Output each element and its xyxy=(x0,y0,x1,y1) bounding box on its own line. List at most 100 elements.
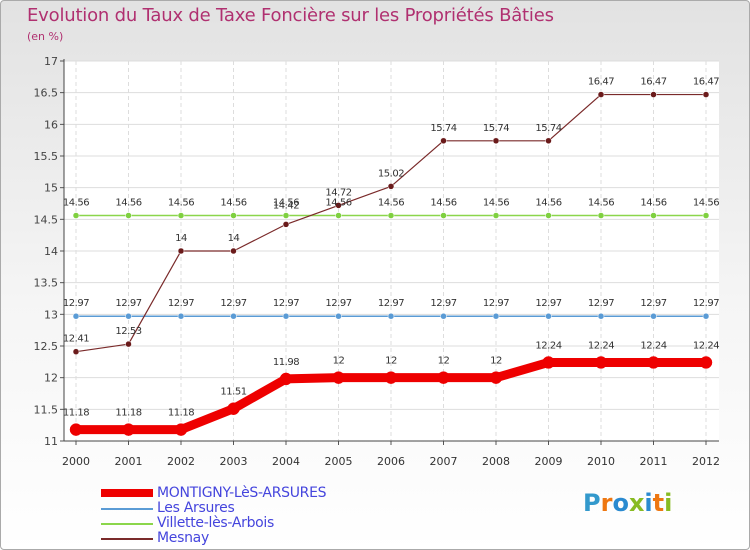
data-point xyxy=(650,91,657,98)
data-point xyxy=(597,312,605,320)
data-label: 12.24 xyxy=(588,340,614,351)
x-tick-label: 2006 xyxy=(377,455,405,468)
data-label: 14.56 xyxy=(535,198,561,209)
data-label: 12 xyxy=(333,356,345,367)
data-point xyxy=(69,423,83,436)
data-label: 11.51 xyxy=(220,387,246,398)
y-tick-label: 15.5 xyxy=(34,150,59,163)
x-tick-label: 2010 xyxy=(587,455,615,468)
y-tick-label: 11 xyxy=(44,435,58,448)
data-label: 11.18 xyxy=(168,408,194,419)
data-label: 14.56 xyxy=(220,198,246,209)
data-point xyxy=(282,212,290,219)
data-point xyxy=(597,91,605,98)
data-point xyxy=(489,371,503,384)
x-tick-label: 2002 xyxy=(167,455,195,468)
data-label: 12.97 xyxy=(588,298,614,309)
data-point xyxy=(335,312,342,320)
x-tick-label: 2005 xyxy=(325,455,353,468)
data-point xyxy=(597,212,605,219)
data-point xyxy=(177,247,185,255)
data-point xyxy=(702,312,710,320)
data-point xyxy=(125,340,132,348)
data-label: 12.97 xyxy=(693,298,719,309)
data-point xyxy=(594,356,608,369)
data-point xyxy=(492,137,500,145)
data-point xyxy=(125,212,132,219)
data-label: 14.56 xyxy=(63,198,89,209)
data-label: 12.97 xyxy=(63,298,89,309)
data-label: 15.74 xyxy=(535,123,561,134)
data-label: 12.97 xyxy=(430,298,456,309)
data-label: 12 xyxy=(490,356,502,367)
data-point xyxy=(125,312,132,320)
data-label: 14 xyxy=(228,233,240,244)
data-label: 15.74 xyxy=(483,123,509,134)
data-label: 14.72 xyxy=(325,187,351,198)
data-label: 14.56 xyxy=(168,198,194,209)
data-point xyxy=(387,212,395,219)
data-point xyxy=(177,212,185,219)
data-point xyxy=(440,212,447,219)
chart-title: Evolution du Taux de Taxe Foncière sur l… xyxy=(27,5,554,26)
data-point xyxy=(72,212,80,219)
data-label: 12 xyxy=(385,356,397,367)
y-axis-unit: (en %) xyxy=(27,30,64,43)
data-label: 12.97 xyxy=(168,298,194,309)
logo-letter: t xyxy=(652,489,665,517)
data-label: 14.56 xyxy=(325,198,351,209)
y-tick-label: 16.5 xyxy=(34,87,59,100)
data-point xyxy=(230,247,237,255)
legend-swatch-les-arsures xyxy=(101,508,153,510)
y-tick-label: 15 xyxy=(44,182,58,195)
data-label: 14.56 xyxy=(430,198,456,209)
data-point xyxy=(650,212,657,219)
data-point xyxy=(440,312,447,320)
data-label: 11.18 xyxy=(63,408,89,419)
data-label: 12.97 xyxy=(483,298,509,309)
data-label: 12.97 xyxy=(378,298,404,309)
data-label: 12 xyxy=(438,356,450,367)
data-point xyxy=(492,312,500,320)
data-label: 12.97 xyxy=(273,298,299,309)
logo-letter: i xyxy=(664,489,673,517)
data-label: 16.47 xyxy=(588,77,614,88)
y-tick-label: 14.5 xyxy=(34,213,59,226)
data-point xyxy=(332,371,345,384)
data-point xyxy=(230,212,237,219)
legend-swatch-mesnay xyxy=(101,538,153,540)
data-point xyxy=(437,371,450,384)
data-label: 16.47 xyxy=(693,77,719,88)
legend-swatch-montigny xyxy=(101,489,153,497)
x-tick-label: 2004 xyxy=(272,455,300,468)
data-point xyxy=(335,212,342,219)
data-point xyxy=(702,91,710,98)
legend-swatch-villette xyxy=(101,523,153,525)
y-tick-label: 12 xyxy=(44,372,58,385)
data-point xyxy=(72,348,80,355)
proxiti-logo: Proxiti xyxy=(583,489,672,517)
data-label: 14.56 xyxy=(115,198,141,209)
data-point xyxy=(387,183,395,190)
x-tick-label: 2001 xyxy=(115,455,143,468)
x-tick-label: 2000 xyxy=(62,455,90,468)
data-point xyxy=(122,423,135,436)
legend-label-les-arsures: Les Arsures xyxy=(157,500,235,516)
y-tick-label: 11.5 xyxy=(34,403,59,416)
data-label: 14.56 xyxy=(483,198,509,209)
data-point xyxy=(387,312,395,320)
data-label: 12.41 xyxy=(63,334,89,345)
logo-letter: o xyxy=(612,489,629,517)
data-label: 12.97 xyxy=(325,298,351,309)
data-label: 14 xyxy=(175,233,187,244)
y-tick-label: 13.5 xyxy=(34,277,59,290)
data-point xyxy=(227,402,240,415)
data-point xyxy=(282,312,290,320)
data-label: 14.56 xyxy=(588,198,614,209)
data-point xyxy=(699,356,713,369)
data-label: 15.02 xyxy=(378,168,404,179)
data-point xyxy=(545,212,552,219)
data-label: 14.56 xyxy=(273,198,299,209)
